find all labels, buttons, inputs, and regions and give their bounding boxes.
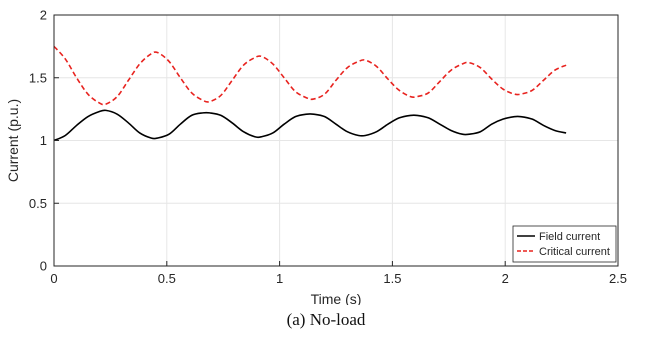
x-tick-label: 0: [50, 271, 57, 286]
y-tick-label: 1.5: [29, 70, 47, 85]
y-tick-label: 1: [40, 133, 47, 148]
series-line-field-current: [53, 109, 567, 142]
legend-label-field-current: Field current: [539, 231, 600, 243]
y-tick-label: 0.5: [29, 196, 47, 211]
series-line-critical-current: [53, 45, 567, 106]
x-tick-label: 1: [276, 271, 283, 286]
x-axis-label: Time (s): [311, 291, 362, 305]
x-tick-label: 2.5: [609, 271, 627, 286]
legend: Field current Critical current: [512, 225, 617, 263]
x-tick-label: 2: [502, 271, 509, 286]
legend-box: [512, 225, 617, 263]
line-chart: 0 0.5 1 1.5 2 2.5 0 0.5 1 1.5 2 Time (s) Current (…: [5, 8, 627, 306]
plot-series: [53, 45, 567, 142]
legend-label-critical-current: Critical current: [539, 246, 610, 258]
axis-ticks: 0 0.5 1 1.5 2 2.5 0 0.5 1 1.5 2: [29, 8, 627, 287]
x-tick-label: 1.5: [383, 271, 401, 286]
y-tick-label: 0: [40, 259, 47, 274]
figure-caption: (a) No-load: [286, 310, 366, 329]
y-tick-label: 2: [40, 8, 47, 23]
x-tick-label: 0.5: [158, 271, 176, 286]
y-axis-label: Current (p.u.): [5, 99, 21, 182]
